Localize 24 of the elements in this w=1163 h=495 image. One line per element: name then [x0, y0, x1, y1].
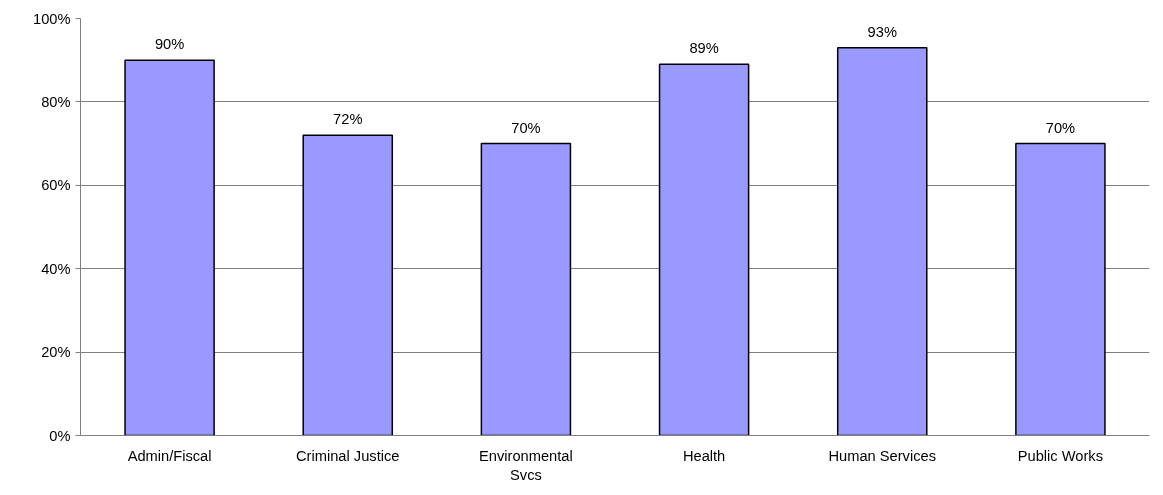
y-tick-label: 80% — [41, 93, 71, 110]
data-label: 93% — [867, 23, 897, 40]
data-label: 70% — [1045, 119, 1076, 136]
bar — [480, 142, 572, 436]
data-label: 90% — [154, 36, 185, 53]
x-tick-label: Criminal Justice — [296, 447, 400, 464]
bar — [658, 63, 750, 436]
y-tick-label: 0% — [49, 427, 71, 444]
y-tick-label: 20% — [41, 344, 71, 361]
x-tick-label: Admin/Fiscal — [127, 447, 212, 464]
y-tick-label: 40% — [41, 260, 71, 277]
bar — [836, 46, 928, 436]
x-tick-label: Human Services — [828, 447, 937, 464]
y-tick-label: 100% — [33, 10, 71, 27]
data-label: 70% — [511, 119, 541, 136]
bar — [124, 59, 215, 436]
data-label: 89% — [689, 40, 719, 57]
x-tick-label: Public Works — [1017, 447, 1104, 464]
bar — [302, 134, 394, 436]
y-tick-label: 60% — [41, 177, 71, 194]
data-label: 72% — [333, 111, 363, 128]
x-tick-label: Health — [682, 447, 726, 464]
x-tick-label: Environmental Svcs — [479, 447, 573, 483]
bar — [1015, 142, 1106, 436]
